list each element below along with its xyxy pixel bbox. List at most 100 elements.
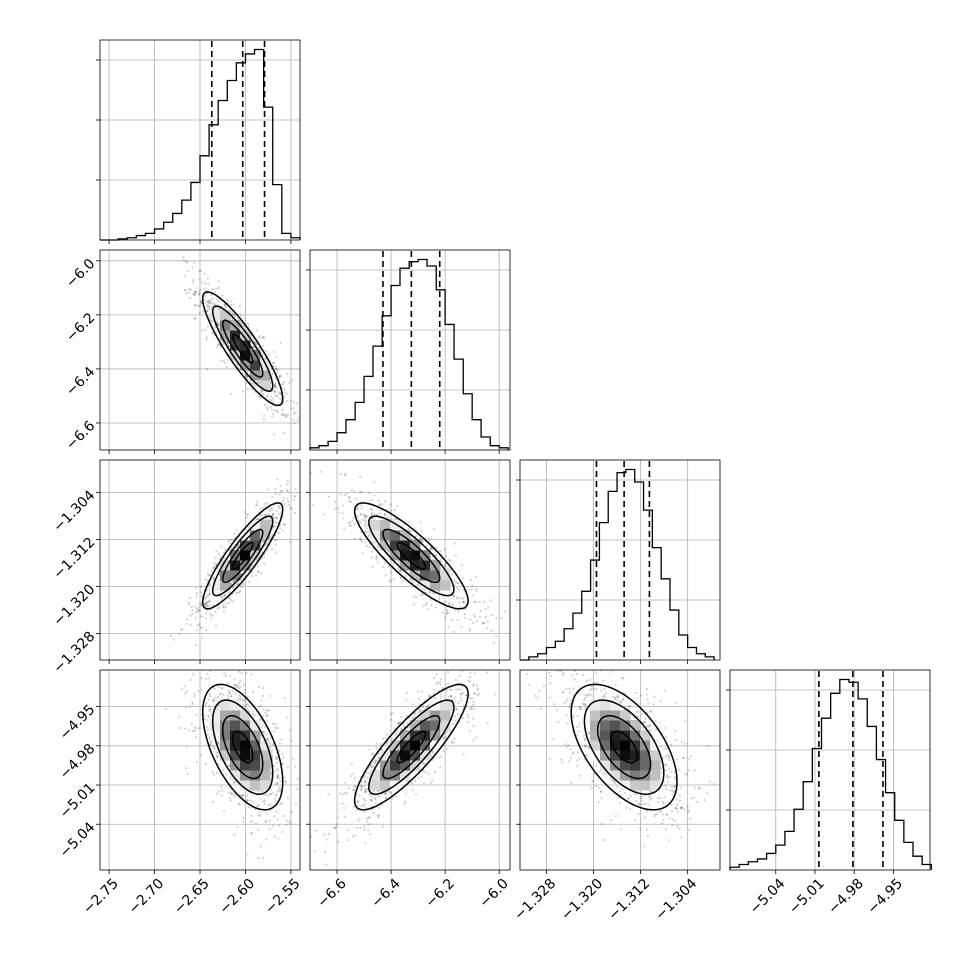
sample-point xyxy=(290,811,293,814)
density-cell xyxy=(230,710,241,721)
sample-point xyxy=(258,381,261,384)
density-cell xyxy=(230,730,241,741)
sample-point xyxy=(281,386,284,390)
sample-point xyxy=(367,536,370,539)
sample-point xyxy=(400,727,403,731)
sample-point xyxy=(426,705,430,708)
sample-point xyxy=(236,582,240,585)
sample-point xyxy=(389,509,392,513)
sample-point xyxy=(268,819,271,822)
sample-point xyxy=(472,654,474,656)
sample-point xyxy=(221,687,224,690)
sample-point xyxy=(237,670,241,673)
sample-point xyxy=(236,583,239,586)
sample-point xyxy=(279,742,282,745)
sample-point xyxy=(371,566,374,569)
panel-frame xyxy=(99,39,301,241)
sample-point xyxy=(265,502,268,505)
sample-point xyxy=(233,536,236,540)
sample-point xyxy=(276,767,279,770)
sample-point xyxy=(391,712,394,715)
sample-point xyxy=(227,342,230,345)
sample-point xyxy=(210,288,214,291)
sample-point xyxy=(444,736,447,739)
sample-point xyxy=(385,733,389,736)
sample-point xyxy=(388,580,391,583)
sample-point xyxy=(446,730,449,734)
sample-point xyxy=(375,557,378,560)
sample-point xyxy=(362,797,366,800)
contour-level-0 xyxy=(396,730,427,764)
sample-point xyxy=(370,508,374,511)
sample-point xyxy=(647,702,650,705)
sample-point xyxy=(379,503,382,506)
sample-point xyxy=(283,431,286,435)
sample-point xyxy=(483,621,486,625)
sample-point xyxy=(385,796,388,799)
sample-point xyxy=(205,701,208,705)
sample-point xyxy=(213,746,216,749)
sample-point xyxy=(236,684,240,687)
sample-point xyxy=(192,292,195,295)
sample-point xyxy=(484,607,487,611)
sample-point xyxy=(430,547,433,550)
sample-point xyxy=(246,799,249,802)
sample-point xyxy=(266,542,269,545)
sample-point xyxy=(266,408,269,411)
sample-point xyxy=(484,615,487,618)
sample-point xyxy=(211,770,214,774)
sample-point xyxy=(644,720,647,724)
sample-point xyxy=(432,527,435,531)
sample-point xyxy=(247,525,250,528)
contour-level-3 xyxy=(201,683,284,811)
sample-point xyxy=(216,695,220,699)
sample-point xyxy=(361,552,364,555)
sample-point xyxy=(241,794,244,798)
sample-point xyxy=(469,671,472,675)
sample-point xyxy=(184,727,187,730)
sample-point xyxy=(275,810,278,813)
sample-point xyxy=(373,494,376,497)
sample-point xyxy=(400,715,403,719)
sample-point xyxy=(251,710,255,713)
sample-point xyxy=(204,617,207,620)
sample-point xyxy=(203,272,206,275)
sample-point xyxy=(275,368,278,371)
contour-level-2 xyxy=(211,699,274,795)
sample-point xyxy=(401,525,404,528)
sample-point xyxy=(408,520,411,524)
sample-point xyxy=(282,756,285,759)
sample-point xyxy=(260,790,264,793)
sample-point xyxy=(266,488,269,491)
contour-level-2 xyxy=(368,699,455,795)
sample-point xyxy=(195,591,198,595)
sample-point xyxy=(346,829,349,832)
sample-point xyxy=(189,623,192,626)
sample-point xyxy=(275,757,278,760)
sample-point xyxy=(191,701,194,704)
sample-point xyxy=(359,530,362,534)
sample-point xyxy=(191,266,194,269)
contour-level-1 xyxy=(221,319,264,378)
sample-point xyxy=(451,698,454,701)
sample-point xyxy=(431,779,434,782)
density-cell xyxy=(250,530,261,541)
sample-point xyxy=(254,822,258,825)
sample-point xyxy=(189,296,192,300)
sample-point xyxy=(368,793,371,796)
density-cell xyxy=(220,700,231,711)
sample-point xyxy=(471,684,475,688)
sample-point xyxy=(369,763,373,766)
sample-point xyxy=(226,342,229,345)
scatter-panel-1-2 xyxy=(306,459,511,664)
sample-point xyxy=(262,708,265,711)
sample-point xyxy=(213,699,216,703)
sample-point xyxy=(243,700,246,703)
sample-point xyxy=(417,776,420,780)
sample-point xyxy=(284,780,287,783)
sample-point xyxy=(236,544,240,547)
sample-point xyxy=(282,499,285,502)
sample-point xyxy=(469,664,471,666)
sample-point xyxy=(222,809,226,813)
sample-point xyxy=(341,802,344,805)
